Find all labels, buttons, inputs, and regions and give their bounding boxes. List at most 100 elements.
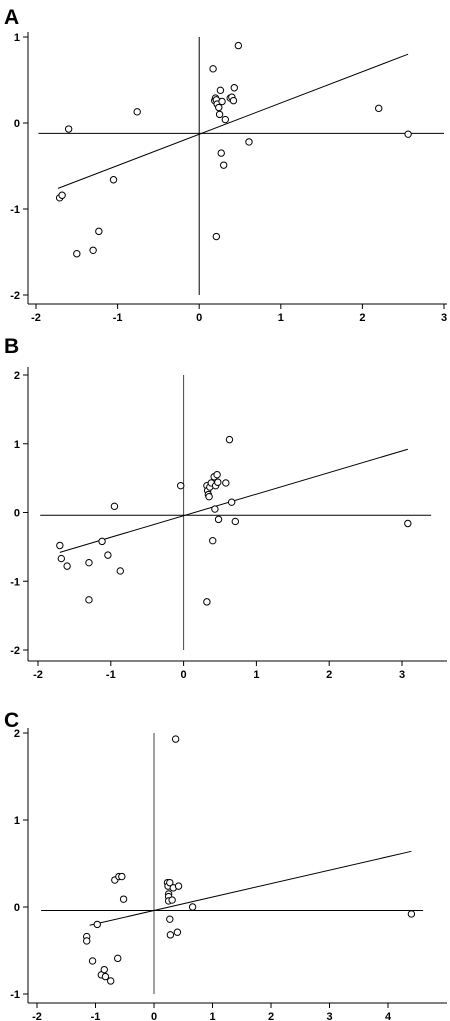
panel-b-data-point [104,551,112,559]
panel-a-data-point [217,149,225,157]
panel-c-data-point [93,920,101,929]
panel-c-x-tick-label: -1 [91,1011,101,1021]
panel-a-data-point [218,97,226,106]
panel-c-y-tick-label: 1 [14,815,20,827]
panel-c-data-point [173,928,182,936]
panel-c-data-point [119,895,128,903]
panel-a-y-tick-label: 1 [14,32,20,44]
panel-c-data-point [100,965,108,974]
panel-a-x-tick-label: 1 [278,312,284,324]
panel-b-data-point [116,567,124,575]
panel-b-data-point [213,470,221,479]
panel-a-data-point [73,250,81,258]
panel-c-data-point [166,878,174,887]
panel-c-data-point [118,872,126,881]
panel-b-data-point [57,554,65,563]
panel-a-y-tick-label: 0 [14,118,20,130]
panel-c-x-tick-label: 1 [209,1011,215,1021]
panel-a-data-point [64,125,73,133]
panel-b-x-tick-label: 1 [253,669,259,681]
panel-a-data-point [58,191,66,199]
panel-c-y-tick-label: 2 [14,728,20,740]
panel-b-x-tick-label: 0 [181,669,187,681]
panel-c-regression-line [89,850,412,926]
panel-a-x-tick-label: 3 [441,312,447,324]
panel-b-x-tick-label: 2 [326,669,332,681]
panel-b-data-point [211,505,219,513]
panel-c-data-point [174,882,183,890]
panel-b-y-tick-label: 2 [14,370,20,382]
panel-a-y-tick-label: -2 [10,290,20,302]
panel-c-label: C [4,709,19,732]
panel-a-data-point [109,176,118,184]
panel-b-data-point [231,517,239,526]
panel-b-label: B [4,335,19,358]
panel-b-data-point [404,519,412,528]
panel-a-label: A [4,6,19,29]
panel-a-x-tick-label: -1 [113,312,123,324]
panel-a-data-point [95,227,103,236]
panel-b-data-point [110,502,119,511]
panel-a-data-point [216,86,225,95]
panel-a-data-point [215,103,223,112]
panel-a-data-point [404,130,412,138]
panel-a-data-point [89,246,97,254]
panel-b-y-tick-label: 1 [14,439,20,451]
panel-b-x-tick-label: -2 [33,669,43,681]
panel-c-y-tick-label: 0 [14,902,20,914]
panel-c-x-tick-label: 3 [326,1011,332,1021]
panel-b-y-tick-label: -2 [10,645,20,657]
panel-b-data-point [205,492,213,501]
panel-a-data-point [219,161,228,169]
panel-a-data-point [230,84,238,92]
panel-b-data-point [203,598,211,606]
panel-a-y-tick-label: -1 [10,204,20,216]
panel-a-data-point [209,65,217,73]
panel-a-x-tick-label: 2 [359,312,365,324]
panel-b-data-point [214,478,222,486]
panel-c-data-point [83,937,91,945]
panel-c-y-tick-label: -1 [10,989,20,1001]
panel-c-x-tick-label: -2 [32,1011,42,1021]
panel-c-data-point [101,972,110,981]
panel-c-x-tick-label: 4 [385,1011,392,1021]
panel-c-data-point [166,931,175,939]
panel-b-data-point [214,515,223,524]
panel-b-data-point [56,541,64,550]
panel-a-x-tick-label: 0 [196,312,202,324]
panel-b-data-point [98,537,106,546]
panel-c-data-point [168,896,176,904]
panel-c-data-point [188,903,197,911]
panel-c-data-point [407,910,416,918]
panel-c-data-point [171,735,180,743]
panel-b-y-tick-label: -1 [10,576,20,588]
panel-a-data-point [215,110,224,119]
panel-b-x-tick-label: 3 [399,669,405,681]
panel-b-data-point [209,536,217,545]
panel-c-data-point [88,957,97,965]
panel-b-data-point [225,435,234,444]
panel-b-y-tick-label: 0 [14,508,20,520]
panel-a-data-point [221,115,230,124]
panel-a-x-tick-label: -2 [31,312,41,324]
panel-a-regression-line [57,53,409,189]
panel-b-data-point [227,498,236,506]
panel-a-data-point [133,108,141,116]
panel-c-data-point [107,977,115,985]
panel-b-x-tick-label: -1 [106,669,116,681]
panel-c-x-tick-label: 0 [151,1011,157,1021]
panel-c-data-point [166,915,174,923]
panel-b-data-point [85,596,93,604]
panel-a-data-point [234,41,243,50]
panel-b-data-point [63,562,71,570]
panel-a-data-point [375,104,383,113]
panel-c-data-point [114,954,122,963]
panel-a-data-point [212,232,221,241]
panel-b-data-point [85,558,93,567]
panel-a-data-point [245,138,253,146]
panel-b-data-point [222,479,230,487]
panel-b-data-point [176,481,185,490]
panel-a-data-point [229,96,238,105]
panel-c-x-tick-label: 2 [268,1011,274,1021]
